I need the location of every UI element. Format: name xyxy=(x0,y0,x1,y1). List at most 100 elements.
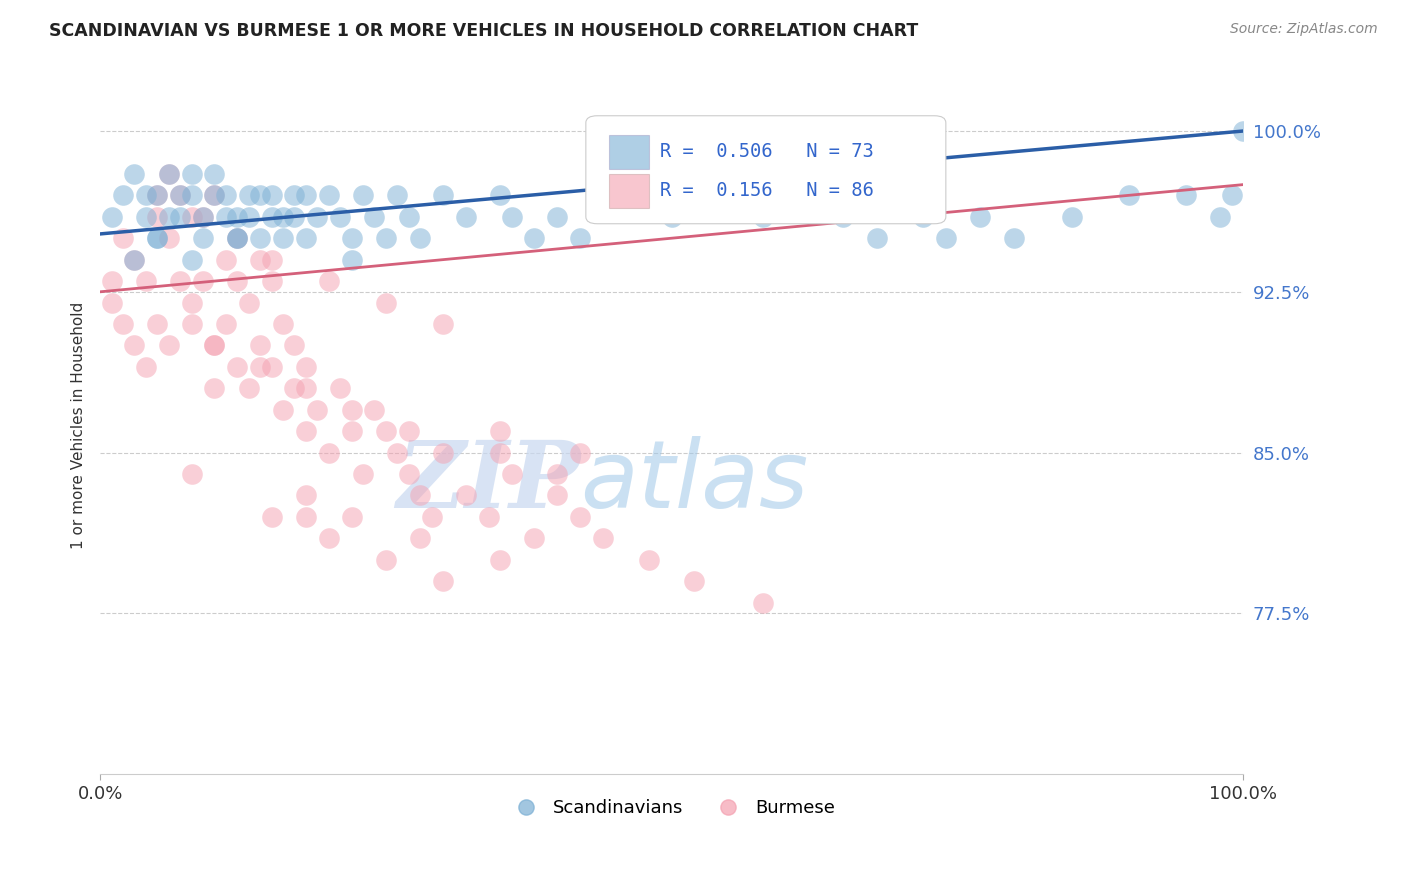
Point xyxy=(157,338,180,352)
Point xyxy=(935,231,957,245)
Point xyxy=(238,188,260,202)
Point xyxy=(191,274,214,288)
Point xyxy=(124,252,146,267)
Point xyxy=(889,188,911,202)
Point xyxy=(432,317,454,331)
Text: atlas: atlas xyxy=(581,436,808,527)
Legend: Scandinavians, Burmese: Scandinavians, Burmese xyxy=(501,792,842,824)
Point xyxy=(249,252,271,267)
Point xyxy=(398,210,420,224)
Point xyxy=(191,210,214,224)
Point xyxy=(260,188,283,202)
Point xyxy=(226,231,249,245)
Point xyxy=(146,231,169,245)
Point xyxy=(432,574,454,589)
Point xyxy=(501,467,523,481)
Point xyxy=(569,231,592,245)
Point xyxy=(387,445,409,459)
Point xyxy=(215,210,238,224)
FancyBboxPatch shape xyxy=(609,174,648,209)
Point xyxy=(318,274,340,288)
Point xyxy=(295,359,318,374)
Point xyxy=(202,338,225,352)
Point xyxy=(501,210,523,224)
Point xyxy=(180,467,202,481)
Point xyxy=(295,509,318,524)
Point xyxy=(226,210,249,224)
Point xyxy=(238,381,260,395)
Point xyxy=(111,188,134,202)
Point xyxy=(283,338,305,352)
Point xyxy=(432,445,454,459)
Point xyxy=(135,188,157,202)
Point xyxy=(340,402,363,417)
Point xyxy=(363,210,385,224)
Point xyxy=(1209,210,1232,224)
Point xyxy=(1232,124,1254,138)
Point xyxy=(135,274,157,288)
Point xyxy=(295,488,318,502)
Point xyxy=(569,445,592,459)
Point xyxy=(523,532,546,546)
Point xyxy=(271,210,294,224)
Point xyxy=(295,231,318,245)
Point xyxy=(398,424,420,438)
Point xyxy=(180,167,202,181)
Point xyxy=(432,188,454,202)
Point xyxy=(374,553,396,567)
Point xyxy=(832,210,855,224)
Point xyxy=(226,359,249,374)
Text: SCANDINAVIAN VS BURMESE 1 OR MORE VEHICLES IN HOUSEHOLD CORRELATION CHART: SCANDINAVIAN VS BURMESE 1 OR MORE VEHICL… xyxy=(49,22,918,40)
Point xyxy=(146,188,169,202)
Point xyxy=(135,210,157,224)
Point xyxy=(215,252,238,267)
Point xyxy=(752,210,775,224)
Point xyxy=(180,210,202,224)
Point xyxy=(661,210,683,224)
Point xyxy=(283,188,305,202)
Point xyxy=(592,532,614,546)
Point xyxy=(683,574,706,589)
Point xyxy=(135,359,157,374)
Point xyxy=(111,231,134,245)
Point xyxy=(318,445,340,459)
Point xyxy=(100,295,122,310)
Text: Source: ZipAtlas.com: Source: ZipAtlas.com xyxy=(1230,22,1378,37)
Point xyxy=(489,188,512,202)
Point xyxy=(1002,231,1025,245)
Y-axis label: 1 or more Vehicles in Household: 1 or more Vehicles in Household xyxy=(72,302,86,549)
Point xyxy=(295,188,318,202)
Point xyxy=(569,509,592,524)
Point xyxy=(1118,188,1140,202)
Point xyxy=(329,210,352,224)
Point xyxy=(454,210,477,224)
Point xyxy=(260,274,283,288)
FancyBboxPatch shape xyxy=(609,135,648,169)
Point xyxy=(202,381,225,395)
Point xyxy=(523,231,546,245)
Point xyxy=(238,295,260,310)
Point xyxy=(271,317,294,331)
Point xyxy=(489,553,512,567)
Point xyxy=(169,188,191,202)
Point xyxy=(169,210,191,224)
Point xyxy=(180,295,202,310)
Point xyxy=(238,210,260,224)
Point xyxy=(340,231,363,245)
Point xyxy=(157,210,180,224)
Point xyxy=(546,210,568,224)
Point xyxy=(226,274,249,288)
Point xyxy=(157,167,180,181)
Point xyxy=(191,210,214,224)
Point xyxy=(180,188,202,202)
Point xyxy=(546,467,568,481)
Point xyxy=(215,188,238,202)
Point xyxy=(260,210,283,224)
Point xyxy=(340,424,363,438)
Point xyxy=(283,210,305,224)
Point xyxy=(124,252,146,267)
Point xyxy=(146,317,169,331)
Point xyxy=(249,231,271,245)
Point xyxy=(146,188,169,202)
Point xyxy=(717,188,740,202)
